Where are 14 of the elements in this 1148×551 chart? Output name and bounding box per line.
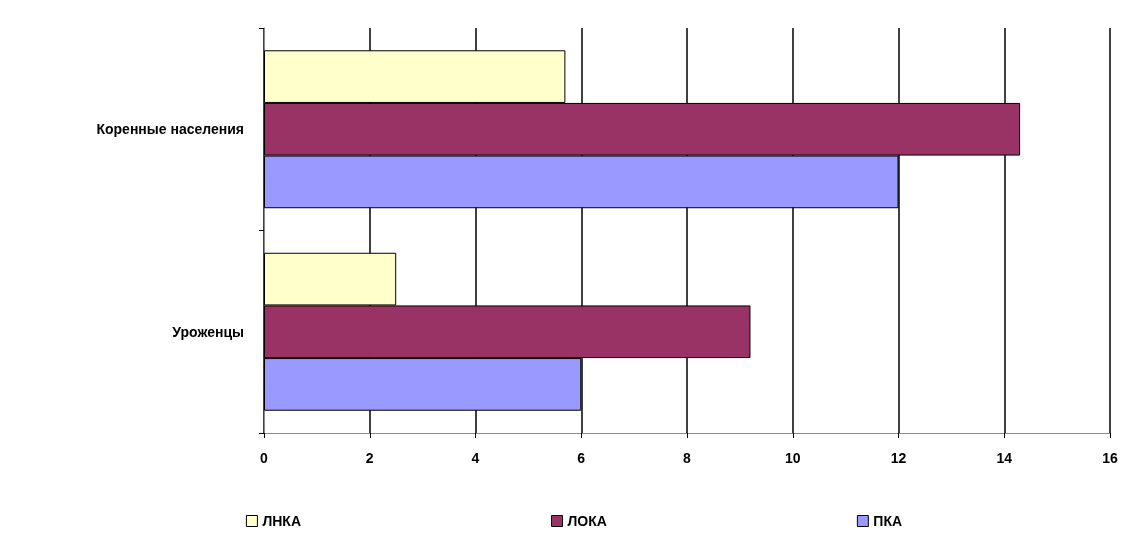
x-tick-label: 0 [260,450,269,466]
y-tick-label: Коренные населения [96,121,244,138]
x-tick-label: 6 [577,450,586,466]
y-tick-label: Уроженцы [172,323,244,340]
x-tick-label: 8 [683,450,692,466]
x-tick-label: 14 [996,450,1013,466]
legend-label: ЛОКА [567,513,607,529]
x-tick-label: 4 [471,450,480,466]
x-tick-label: 2 [365,450,374,466]
legend-label: ПКА [873,513,903,529]
x-tick-label: 10 [784,450,801,466]
x-tick-label: 12 [890,450,907,466]
legend-label: ЛНКА [262,513,302,529]
x-tick-label: 16 [1102,450,1118,466]
